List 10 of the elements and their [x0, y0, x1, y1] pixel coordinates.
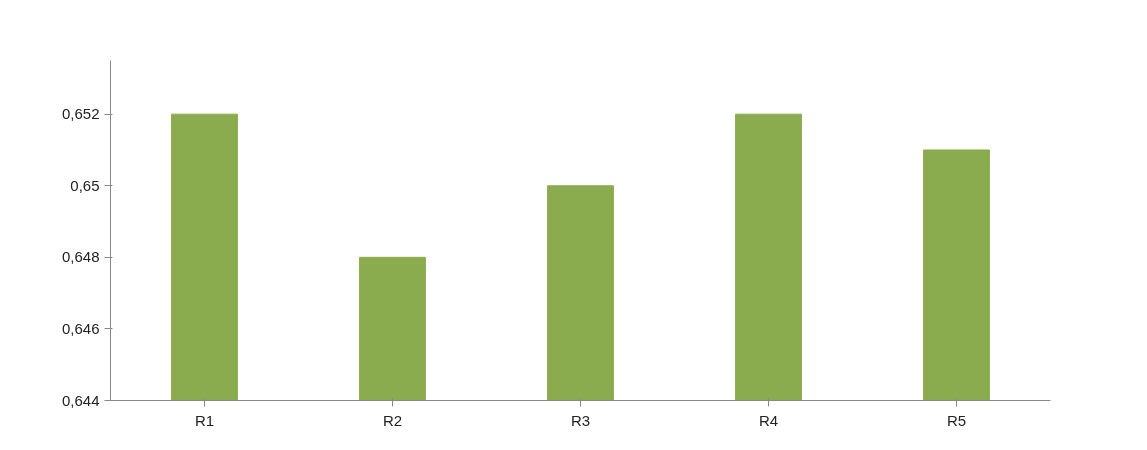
x-tick-label: R4 — [758, 411, 779, 429]
y-tick-label: 0,652 — [61, 105, 100, 123]
x-tick-label: R2 — [382, 411, 403, 429]
x-tick-label: R5 — [946, 411, 967, 429]
y-tick-label: 0,65 — [70, 176, 100, 194]
y-tick-label: 0,644 — [61, 391, 100, 409]
x-tick-label: R1 — [194, 411, 215, 429]
y-tick-label: 0,646 — [61, 319, 100, 337]
y-tick-label: 0,648 — [61, 248, 100, 266]
x-tick-label: R3 — [570, 411, 591, 429]
